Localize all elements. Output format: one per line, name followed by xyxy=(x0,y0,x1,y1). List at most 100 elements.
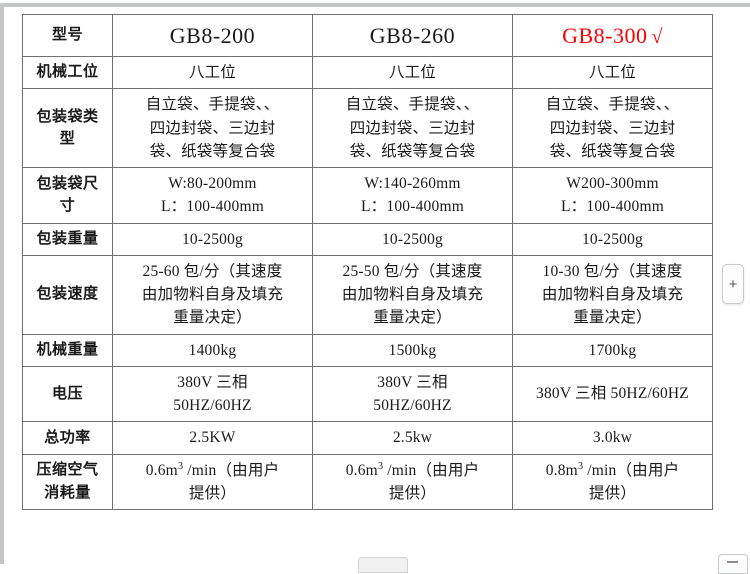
row-label-text: 机械重量 xyxy=(36,341,99,358)
cell-text: 自立袋、手提袋、、 xyxy=(545,96,680,114)
cell-text: 50HZ/60HZ xyxy=(173,397,252,414)
cell-text: 提供） xyxy=(188,484,237,502)
cell-r2-c2: 自立袋、手提袋、、 四边封袋、三边封 袋、纸袋等复合袋 xyxy=(312,88,513,168)
table-row: 包装重量 10-2500g 10-2500g 10-2500g xyxy=(22,222,713,256)
cell-r9-c2: 0.6m3 /min（由用户 提供） xyxy=(312,453,513,510)
row-label-6: 机械重量 xyxy=(22,333,113,367)
row-label-text: 包装速度 xyxy=(36,286,99,303)
cell-text: 0.8m3 /min（由用户 xyxy=(545,460,680,479)
cell-text: 由加物料自身及填充 xyxy=(341,286,484,303)
model-header-3: GB8-300 √ xyxy=(512,14,713,57)
bottom-right-control[interactable] xyxy=(718,554,748,574)
cell-text: 1500kg xyxy=(388,341,437,359)
cell-text: 380V 三相 xyxy=(177,373,248,391)
cell-text: L：100-400mm xyxy=(561,198,664,216)
row-label-text: 消耗量 xyxy=(44,484,91,501)
cell-r7-c3: 380V 三相 50HZ/60HZ xyxy=(512,365,713,423)
cell-r9-c3: 0.8m3 /min（由用户 提供） xyxy=(512,453,713,510)
cell-r8-c1: 2.5KW xyxy=(112,421,313,455)
cell-text: 50HZ/60HZ xyxy=(373,397,452,414)
row-label-1: 机械工位 xyxy=(22,55,113,90)
cell-text: 25-50 包/分（其速度 xyxy=(342,262,483,280)
cell-text: 10-2500g xyxy=(381,230,443,248)
cell-text: 0.6m3 /min（由用户 xyxy=(145,460,280,479)
table-row: 机械工位 八工位 八工位 八工位 xyxy=(22,55,713,90)
row-label-text: 压缩空气 xyxy=(36,462,99,479)
cell-r4-c2: 10-2500g xyxy=(312,222,513,256)
cell-text: 四边封袋、三边封 xyxy=(349,119,476,137)
cell-text: 提供） xyxy=(388,484,437,502)
cell-r3-c1: W:80-200mm L：100-400mm xyxy=(112,167,313,224)
cell-text: 1700kg xyxy=(588,341,637,359)
cell-text: 由加物料自身及填充 xyxy=(541,286,684,303)
cell-r8-c3: 3.0kw xyxy=(512,421,713,455)
row-label-text: 包装袋类 xyxy=(36,108,99,125)
cell-text: 自立袋、手提袋、、 xyxy=(145,96,280,114)
cell-text: 380V 三相 50HZ/60HZ xyxy=(536,385,689,403)
cell-text: L：100-400mm xyxy=(161,198,264,216)
cell-text: 袋、纸袋等复合袋 xyxy=(149,142,276,160)
bottom-edge-tab[interactable] xyxy=(358,557,408,573)
row-label-4: 包装重量 xyxy=(22,222,113,256)
cell-text: 八工位 xyxy=(388,64,437,81)
row-label-text: 包装重量 xyxy=(36,230,99,247)
cell-r2-c1: 自立袋、手提袋、、 四边封袋、三边封 袋、纸袋等复合袋 xyxy=(112,88,313,168)
cell-text: 袋、纸袋等复合袋 xyxy=(549,142,676,160)
cell-r1-c2: 八工位 xyxy=(312,55,513,90)
row-label-text: 型 xyxy=(59,131,76,148)
cell-text: W:80-200mm xyxy=(168,175,257,192)
cell-text: 重量决定） xyxy=(173,309,252,327)
specification-table: 型号 GB8-200 GB8-260 GB8-300 √ 机械工位 八工位 八工位 八工位包装袋… xyxy=(22,14,713,510)
cell-r6-c2: 1500kg xyxy=(312,333,513,367)
row-label-7: 电压 xyxy=(22,365,113,423)
model-name: GB8-200 xyxy=(169,23,256,48)
row-label-5: 包装速度 xyxy=(22,254,113,335)
plus-icon: + xyxy=(728,275,738,293)
cell-r9-c1: 0.6m3 /min（由用户 提供） xyxy=(112,453,313,510)
cell-text: 1400kg xyxy=(188,341,237,359)
cell-r3-c2: W:140-260mm L：100-400mm xyxy=(312,167,513,224)
cell-text: 四边封袋、三边封 xyxy=(149,119,276,137)
cell-text: 380V 三相 xyxy=(377,373,448,391)
cell-r2-c3: 自立袋、手提袋、、 四边封袋、三边封 袋、纸袋等复合袋 xyxy=(512,88,713,168)
table-row: 机械重量 1400kg 1500kg 1700kg xyxy=(22,333,713,367)
cell-text: 10-30 包/分（其速度 xyxy=(542,262,683,280)
table-row: 压缩空气 消耗量 0.6m3 /min（由用户 提供） 0.6m3 /min（由用户 提供… xyxy=(22,453,713,510)
cell-text: 八工位 xyxy=(188,64,237,81)
cell-text: 25-60 包/分（其速度 xyxy=(142,262,283,280)
model-name: GB8-260 xyxy=(369,23,456,48)
cell-text: L：100-400mm xyxy=(361,198,464,216)
zoom-in-button[interactable]: + xyxy=(722,264,744,304)
row-label-2: 包装袋类型 xyxy=(22,88,113,168)
cell-r6-c3: 1700kg xyxy=(512,333,713,367)
table-row: 电压 380V 三相 50HZ/60HZ 380V 三相 50HZ/60HZ 380V 三… xyxy=(22,365,713,423)
model-header-2: GB8-260 xyxy=(312,14,513,57)
left-divider-rule xyxy=(0,3,4,564)
row-label-text: 寸 xyxy=(59,198,76,215)
cell-r3-c3: W200-300mm L：100-400mm xyxy=(512,167,713,224)
cell-text: 2.5kw xyxy=(392,429,433,447)
cell-text: 10-2500g xyxy=(181,230,243,248)
cell-text: 2.5KW xyxy=(189,429,236,447)
cell-text: 八工位 xyxy=(588,64,637,81)
cell-r5-c3: 10-30 包/分（其速度 由加物料自身及填充 重量决定） xyxy=(512,254,713,335)
cell-text: 10-2500g xyxy=(581,230,643,248)
cell-r4-c1: 10-2500g xyxy=(112,222,313,256)
cell-text: 由加物料自身及填充 xyxy=(141,286,284,303)
row-label-text: 型号 xyxy=(51,27,83,44)
cell-text: 袋、纸袋等复合袋 xyxy=(349,142,476,160)
model-name: GB8-300 xyxy=(562,23,648,48)
table-row: 包装袋类型自立袋、手提袋、、 四边封袋、三边封 袋、纸袋等复合袋 自立袋、手提袋、、四… xyxy=(22,88,713,168)
table-row: 总功率 2.5KW 2.5kw 3.0kw xyxy=(22,421,713,455)
cell-r6-c1: 1400kg xyxy=(112,333,313,367)
cell-r4-c3: 10-2500g xyxy=(512,222,713,256)
row-label-3: 包装袋尺寸 xyxy=(22,167,113,224)
cell-text: 0.6m3 /min（由用户 xyxy=(345,460,480,479)
row-label-text: 机械工位 xyxy=(36,64,99,81)
cell-r7-c2: 380V 三相 50HZ/60HZ xyxy=(312,365,513,423)
cell-text: 3.0kw xyxy=(592,429,633,447)
row-label-9: 压缩空气 消耗量 xyxy=(22,453,113,510)
row-label-text: 电压 xyxy=(51,385,83,402)
row-label-text: 总功率 xyxy=(44,429,91,446)
minus-icon xyxy=(727,561,738,563)
